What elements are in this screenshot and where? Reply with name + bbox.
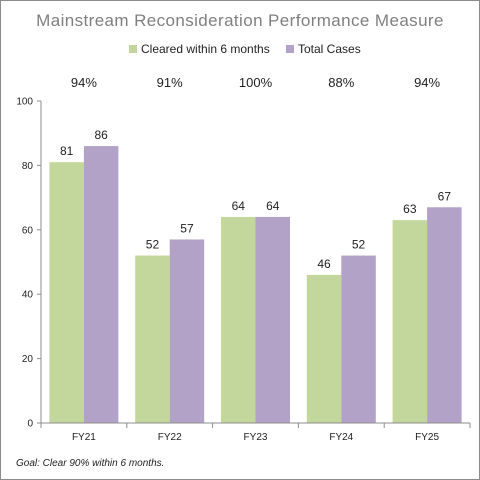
y-tick-label: 0	[27, 419, 33, 430]
x-tick-label: FY24	[329, 432, 353, 443]
bar	[427, 207, 462, 423]
y-axis: 0 20 40 60 80 100	[16, 97, 42, 430]
legend-label-total: Total Cases	[298, 42, 361, 56]
percentage-label: 88%	[328, 75, 354, 90]
data-label: 81	[60, 144, 74, 158]
percentage-labels: 94% 91% 100% 88% 94%	[71, 75, 441, 90]
bar	[306, 274, 342, 423]
bar	[392, 220, 428, 423]
legend-swatch-total	[286, 45, 294, 53]
y-tick-label: 40	[22, 290, 34, 301]
data-label: 52	[352, 238, 366, 252]
percentage-label: 91%	[157, 75, 183, 90]
data-label: 57	[180, 221, 194, 235]
y-tick-label: 20	[22, 354, 34, 365]
bar	[221, 216, 256, 423]
x-tick-label: FY22	[158, 432, 182, 443]
bar	[255, 216, 290, 423]
bar	[341, 255, 376, 423]
data-label: 67	[438, 189, 452, 203]
y-tick-label: 80	[22, 161, 34, 172]
data-label: 46	[317, 257, 331, 271]
legend-swatch-cleared	[129, 45, 137, 53]
percentage-label: 94%	[414, 75, 440, 90]
x-tick-label: FY23	[244, 432, 268, 443]
data-label: 64	[232, 199, 246, 213]
x-tick-label: FY21	[72, 432, 96, 443]
data-labels: 81 86 52 57 64 64 46 52 63 67	[60, 128, 451, 271]
percentage-label: 94%	[71, 75, 97, 90]
percentage-label: 100%	[239, 75, 273, 90]
bar	[169, 239, 205, 423]
data-label: 64	[266, 199, 280, 213]
y-tick-label: 60	[22, 225, 34, 236]
bar	[135, 255, 170, 423]
legend-label-cleared: Cleared within 6 months	[141, 42, 270, 56]
chart-title: Mainstream Reconsideration Performance M…	[36, 11, 444, 30]
bar	[83, 146, 119, 423]
bar	[49, 162, 84, 423]
goal-footnote: Goal: Clear 90% within 6 months.	[16, 458, 164, 469]
data-label: 63	[403, 202, 417, 216]
data-label: 86	[94, 128, 108, 142]
data-label: 52	[146, 238, 160, 252]
y-tick-label: 100	[16, 97, 33, 108]
bars	[49, 146, 462, 423]
x-axis: FY21 FY22 FY23 FY24 FY25	[40, 422, 471, 443]
x-tick-label: FY25	[415, 432, 439, 443]
chart-legend: Cleared within 6 months Total Cases	[129, 42, 361, 56]
